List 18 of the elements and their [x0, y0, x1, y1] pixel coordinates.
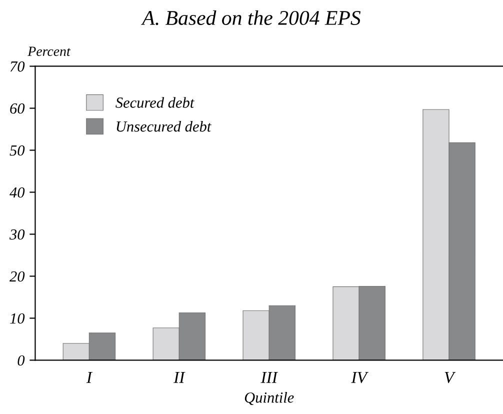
y-tick-label: 50 [10, 145, 25, 156]
x-tick-label: I [86, 372, 93, 383]
y-tick-label: 70 [10, 61, 25, 72]
y-tick-label: 60 [10, 103, 25, 114]
x-tick-label: IV [351, 372, 369, 384]
x-tick-label: III [260, 372, 278, 383]
y-tick-label: 10 [10, 313, 25, 324]
y-tick-label: 40 [10, 187, 25, 198]
legend-label: Secured debt [116, 97, 194, 108]
y-tick-label: 20 [10, 271, 25, 282]
legend-label: Unsecured debt [116, 120, 212, 132]
y-tick-label: 30 [9, 229, 25, 240]
chart-title: A. Based on the 2004 EPS [141, 10, 361, 26]
x-tick-label: V [444, 372, 456, 384]
x-axis-title: Quintile [244, 392, 294, 406]
x-tick-label: II [174, 372, 186, 383]
y-tick-label: 0 [18, 355, 25, 366]
y-axis-title: Percent [28, 46, 71, 56]
